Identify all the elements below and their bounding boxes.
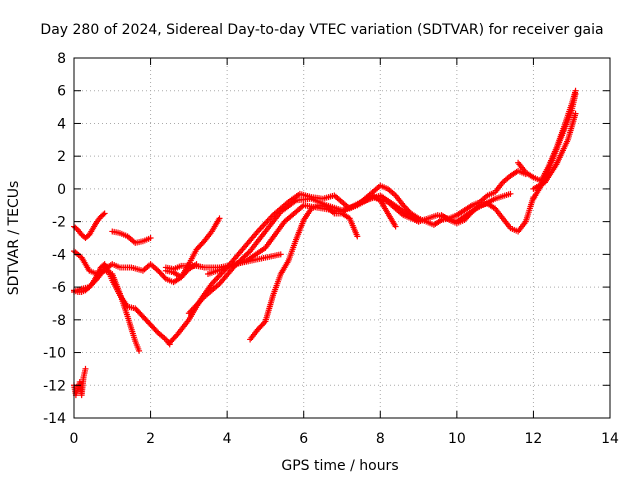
- data-point: [241, 253, 248, 260]
- x-tick-label: 4: [223, 431, 232, 447]
- chart-title: Day 280 of 2024, Sidereal Day-to-day VTE…: [40, 22, 603, 38]
- data-point: [211, 277, 218, 284]
- data-point: [100, 211, 107, 218]
- x-tick-label: 6: [299, 431, 308, 447]
- y-tick-label: -6: [52, 280, 66, 296]
- data-point: [257, 225, 264, 232]
- y-tick-label: -14: [43, 411, 66, 427]
- x-tick-label: 12: [525, 431, 543, 447]
- data-point: [507, 190, 514, 197]
- data-point: [572, 110, 579, 117]
- x-axis-label: GPS time / hours: [281, 458, 398, 474]
- data-point: [392, 223, 399, 230]
- plot-frame: [73, 57, 611, 419]
- y-tick-label: 0: [57, 182, 66, 198]
- y-tick-label: -8: [52, 313, 66, 329]
- data-point: [354, 233, 361, 240]
- y-tick-label: -10: [43, 346, 66, 362]
- data-point: [244, 250, 251, 257]
- data-point: [213, 276, 220, 283]
- axis-ticks: 0 2 4 6 8 10 12 14 -14 -12 -10 -8 -6 -4 -2 0 2 4 6 8: [43, 51, 619, 447]
- data-point: [261, 319, 268, 326]
- x-tick-label: 14: [601, 431, 619, 447]
- data-point: [240, 254, 247, 261]
- y-tick-label: -12: [43, 378, 66, 394]
- data-point: [101, 210, 108, 217]
- data-point: [215, 273, 222, 280]
- data-point: [147, 235, 154, 241]
- data-point: [467, 210, 474, 217]
- y-tick-label: -4: [52, 247, 66, 263]
- grid-lines: [74, 58, 610, 418]
- y-tick-label: -2: [52, 215, 66, 231]
- y-tick-label: 8: [57, 51, 66, 67]
- data-point: [136, 347, 143, 354]
- data-points: [71, 87, 579, 399]
- data-point: [153, 328, 160, 335]
- data-point: [572, 91, 579, 97]
- data-point: [82, 365, 89, 372]
- data-point: [245, 249, 252, 256]
- y-axis-label: SDTVAR / TECUs: [6, 181, 22, 296]
- data-point: [216, 215, 223, 222]
- x-tick-label: 10: [448, 431, 466, 447]
- data-point: [214, 274, 221, 281]
- y-tick-label: 4: [57, 116, 66, 132]
- x-tick-label: 2: [146, 431, 155, 447]
- data-point: [161, 274, 168, 281]
- x-tick-label: 8: [376, 431, 385, 447]
- data-point: [242, 252, 249, 259]
- x-tick-label: 0: [70, 431, 79, 447]
- data-point: [258, 223, 265, 230]
- y-tick-label: 2: [57, 149, 66, 165]
- data-point: [277, 251, 284, 258]
- y-tick-label: 6: [57, 84, 66, 100]
